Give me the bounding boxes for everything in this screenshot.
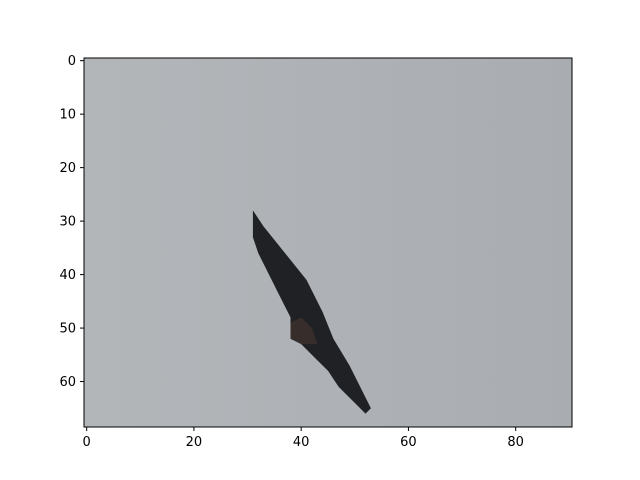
y-axis-ticks: 0 10 20 30 40 50 60 bbox=[59, 54, 84, 390]
image-panel bbox=[83, 57, 573, 428]
y-tick-label: 20 bbox=[59, 161, 76, 176]
y-tick-label: 10 bbox=[59, 108, 76, 123]
x-axis-ticks: 0 20 40 60 80 bbox=[83, 427, 524, 450]
x-tick-label: 0 bbox=[83, 435, 91, 450]
bird-shading bbox=[290, 317, 318, 345]
image-frame bbox=[83, 57, 573, 428]
x-tick-label: 80 bbox=[507, 435, 524, 450]
y-tick-label: 50 bbox=[59, 322, 76, 337]
y-tick-label: 60 bbox=[59, 375, 76, 390]
y-tick-label: 40 bbox=[59, 268, 76, 283]
x-tick-label: 60 bbox=[400, 435, 417, 450]
x-tick-label: 40 bbox=[293, 435, 310, 450]
bird-silhouette bbox=[252, 210, 371, 414]
image-pixels bbox=[84, 58, 572, 427]
y-tick-label: 0 bbox=[68, 54, 76, 69]
y-tick-label: 30 bbox=[59, 215, 76, 230]
x-tick-label: 20 bbox=[186, 435, 203, 450]
